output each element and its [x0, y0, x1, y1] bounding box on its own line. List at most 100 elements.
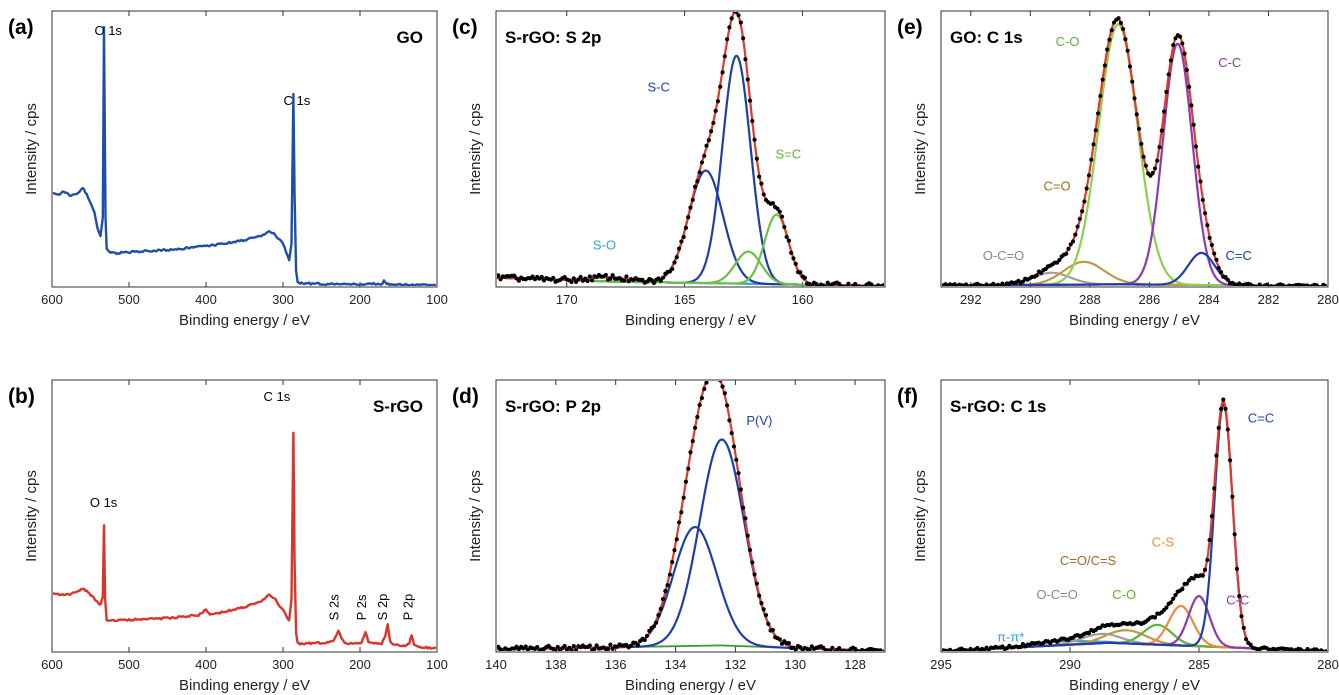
data-point — [869, 282, 874, 286]
data-point — [1118, 20, 1123, 25]
data-point — [754, 156, 759, 161]
data-point — [695, 414, 700, 420]
y-axis-label: Intensity / cps — [467, 103, 484, 195]
data-point — [1212, 486, 1217, 491]
data-point — [1139, 141, 1144, 146]
data-point — [1143, 163, 1148, 168]
data-point — [741, 505, 746, 510]
data-point — [1325, 649, 1327, 651]
data-point — [855, 649, 860, 651]
data-point — [1202, 211, 1208, 216]
data-point — [1073, 232, 1078, 237]
data-point — [722, 391, 727, 396]
data-point — [766, 621, 771, 626]
data-point — [775, 206, 780, 211]
x-tick-label: 280 — [1317, 292, 1339, 307]
data-point — [594, 643, 599, 648]
peak-label: C 1s — [263, 389, 290, 404]
data-point — [610, 273, 615, 278]
data-point — [1209, 514, 1214, 519]
data-point — [736, 471, 741, 476]
x-tick-label: 400 — [195, 657, 217, 672]
data-point — [727, 25, 732, 30]
data-point — [672, 260, 677, 265]
x-tick-label: 282 — [1258, 292, 1280, 307]
x-tick-label: 286 — [1139, 292, 1161, 307]
data-point — [1214, 453, 1219, 458]
data-point — [1205, 557, 1210, 563]
peak-label: S 2p — [375, 594, 390, 621]
peak-label: O-C=O — [1036, 587, 1078, 602]
data-point — [1214, 257, 1219, 262]
data-point — [1132, 96, 1137, 101]
data-point — [1243, 637, 1249, 642]
data-point — [720, 384, 725, 389]
data-point — [857, 284, 862, 286]
data-point — [754, 581, 759, 586]
x-tick-label: 132 — [725, 657, 747, 672]
peak-label: O-C=O — [983, 248, 1025, 263]
data-point — [830, 645, 835, 650]
data-point — [725, 403, 730, 408]
data-point — [757, 174, 762, 179]
data-point — [1161, 109, 1167, 114]
data-point — [750, 118, 755, 124]
x-tick-label: 136 — [605, 657, 627, 672]
data-point — [711, 368, 715, 372]
data-point — [562, 643, 567, 649]
panel-title: GO: C 1s — [950, 28, 1023, 47]
data-point — [731, 444, 737, 449]
data-point — [676, 520, 682, 525]
panel-letter: (c) — [452, 16, 478, 39]
data-point — [802, 275, 808, 280]
data-point — [679, 510, 684, 515]
x-tick-label: 100 — [426, 292, 448, 307]
data-point — [759, 181, 764, 186]
y-axis-label: Intensity / cps — [467, 470, 484, 562]
data-point — [1234, 566, 1240, 571]
data-point — [692, 425, 698, 430]
data-point — [1202, 567, 1208, 572]
data-point — [663, 588, 668, 594]
data-point — [656, 613, 661, 618]
y-axis-label: Intensity / cps — [912, 470, 929, 562]
data-point — [1157, 145, 1162, 150]
data-point — [793, 647, 798, 651]
data-point — [1089, 157, 1094, 162]
data-point — [1152, 615, 1158, 620]
data-point — [786, 641, 791, 646]
data-point — [660, 275, 666, 280]
data-point — [948, 647, 953, 651]
data-point — [635, 642, 640, 648]
component-peak-2 — [942, 23, 1327, 286]
data-point — [727, 418, 732, 423]
data-point — [1218, 269, 1224, 275]
data-point — [1116, 16, 1121, 21]
panel-letter: (f) — [897, 385, 918, 408]
data-point — [793, 261, 798, 266]
x-tick-label: 200 — [349, 292, 371, 307]
data-point — [1207, 235, 1212, 241]
data-point — [1155, 158, 1160, 163]
data-point — [1237, 594, 1242, 599]
data-point — [1209, 242, 1214, 248]
data-point — [807, 648, 812, 651]
data-point — [761, 192, 766, 197]
data-point — [734, 457, 739, 462]
plot-frame — [940, 10, 1329, 288]
data-point — [1196, 164, 1201, 169]
data-point — [1168, 600, 1174, 605]
data-point — [674, 255, 679, 260]
component-peak-0 — [497, 526, 884, 651]
data-point — [1173, 36, 1178, 41]
data-point — [734, 12, 739, 15]
plot-frame — [51, 379, 438, 653]
data-point — [667, 572, 673, 577]
data-point — [1189, 103, 1194, 108]
data-point — [1093, 128, 1098, 133]
data-point — [789, 250, 794, 255]
data-point — [585, 278, 590, 284]
panel-title: GO — [397, 28, 423, 47]
data-point — [1173, 592, 1178, 598]
component-peak-4 — [497, 213, 884, 286]
